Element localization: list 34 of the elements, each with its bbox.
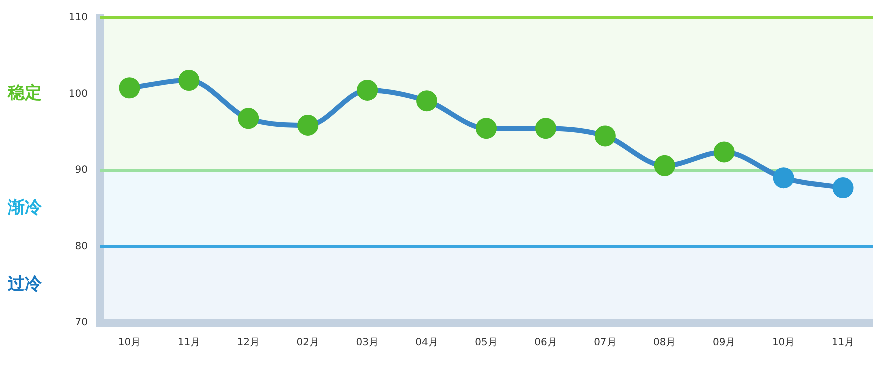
y-tick-label: 100 <box>68 88 88 100</box>
x-tick-label: 07月 <box>594 338 617 349</box>
x-tick-label: 06月 <box>534 338 558 349</box>
point <box>654 155 676 176</box>
x-tick-label: 08月 <box>654 338 676 349</box>
point <box>238 108 260 130</box>
point <box>178 70 200 92</box>
y-tick-label: 110 <box>68 12 88 24</box>
x-tick-label: 02月 <box>296 338 320 349</box>
point <box>119 78 140 99</box>
point <box>298 115 319 136</box>
x-tick-label: 09月 <box>712 338 736 349</box>
x-tick-label: 11月 <box>178 338 201 349</box>
x-tick-label: 05月 <box>475 338 498 349</box>
x-tick-label: 12月 <box>237 338 260 349</box>
point <box>773 168 794 189</box>
x-tick-label: 11月 <box>832 338 855 349</box>
y-tick-label: 90 <box>75 165 88 176</box>
point <box>594 126 616 147</box>
point <box>832 178 854 199</box>
band-label: 稳定 <box>7 84 42 104</box>
point <box>714 142 735 163</box>
band-label: 过冷 <box>7 274 43 294</box>
point <box>476 118 497 140</box>
y-tick-label: 80 <box>75 241 88 252</box>
point <box>416 90 438 112</box>
point <box>535 118 556 140</box>
point <box>357 80 378 101</box>
band-label: 渐冷 <box>7 198 43 218</box>
x-tick-label: 10月 <box>772 338 796 349</box>
x-tick-label: 03月 <box>356 338 379 349</box>
y-tick-label: 70 <box>75 318 88 329</box>
x-tick-label: 04月 <box>416 338 438 349</box>
x-tick-label: 10月 <box>118 338 142 349</box>
